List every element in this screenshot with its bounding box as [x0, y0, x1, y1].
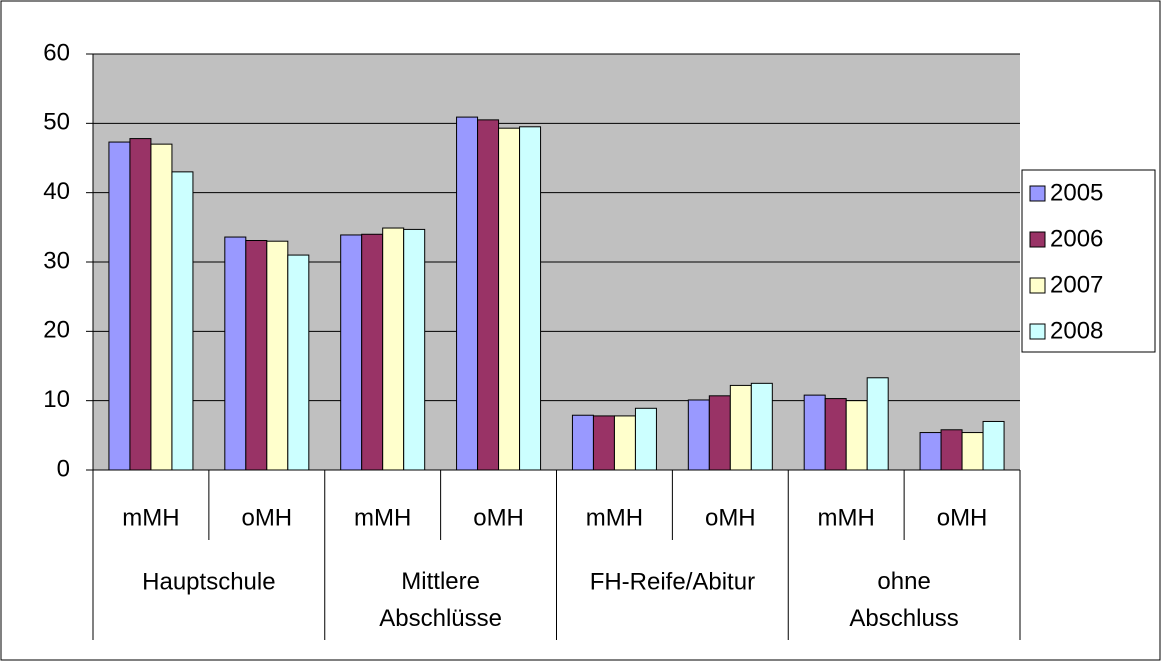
group-label: Mittlere Abschlüsse: [379, 568, 502, 632]
y-tick-label: 0: [57, 455, 70, 482]
y-tick-label: 40: [43, 178, 70, 205]
bar: [129, 138, 152, 471]
bar: [361, 233, 384, 471]
bar: [919, 432, 942, 471]
x-tick-label: mMH: [354, 504, 411, 531]
bar: [634, 407, 657, 471]
bar: [729, 384, 752, 471]
bar: [340, 234, 363, 471]
x-tick-label: oMH: [473, 504, 524, 531]
bar: [982, 420, 1005, 471]
y-tick-label: 30: [43, 247, 70, 274]
bar: [571, 414, 594, 471]
bar: [866, 377, 889, 471]
bar: [498, 127, 521, 471]
bar: [519, 126, 542, 471]
bar: [287, 254, 310, 471]
bar: [845, 400, 868, 471]
x-tick-label: mMH: [818, 504, 875, 531]
bar: [708, 395, 731, 471]
bar: [108, 141, 131, 471]
legend-label: 2008: [1050, 317, 1103, 344]
legend-swatch: [1029, 185, 1046, 202]
group-label: ohne Abschluss: [849, 568, 958, 632]
y-tick-label: 10: [43, 386, 70, 413]
bar: [224, 236, 247, 471]
y-tick-label: 60: [43, 39, 70, 66]
bar: [750, 382, 773, 471]
x-tick-label: oMH: [241, 504, 292, 531]
bar: [382, 227, 405, 471]
bar: [266, 240, 289, 471]
legend-label: 2005: [1050, 179, 1103, 206]
bar: [961, 432, 984, 471]
bar: [592, 415, 615, 471]
y-tick-label: 20: [43, 317, 70, 344]
bar: [824, 398, 847, 471]
group-label: FH-Reife/Abitur: [590, 568, 755, 595]
bar: [687, 399, 710, 471]
bar: [456, 116, 479, 471]
x-tick-label: oMH: [705, 504, 756, 531]
bar: [171, 171, 194, 471]
legend-swatch: [1029, 277, 1046, 294]
x-tick-label: oMH: [937, 504, 988, 531]
x-tick-label: mMH: [122, 504, 179, 531]
bar: [940, 429, 963, 471]
legend-swatch: [1029, 231, 1046, 248]
bar: [150, 143, 173, 471]
bar: [803, 394, 826, 471]
bar: [613, 415, 636, 471]
bar: [477, 119, 500, 471]
x-tick-label: mMH: [586, 504, 643, 531]
y-tick-label: 50: [43, 109, 70, 136]
bar: [245, 240, 268, 471]
bar: [403, 228, 426, 471]
legend-label: 2007: [1050, 271, 1103, 298]
legend-swatch: [1029, 323, 1046, 340]
group-label: Hauptschule: [142, 568, 275, 595]
legend-label: 2006: [1050, 225, 1103, 252]
